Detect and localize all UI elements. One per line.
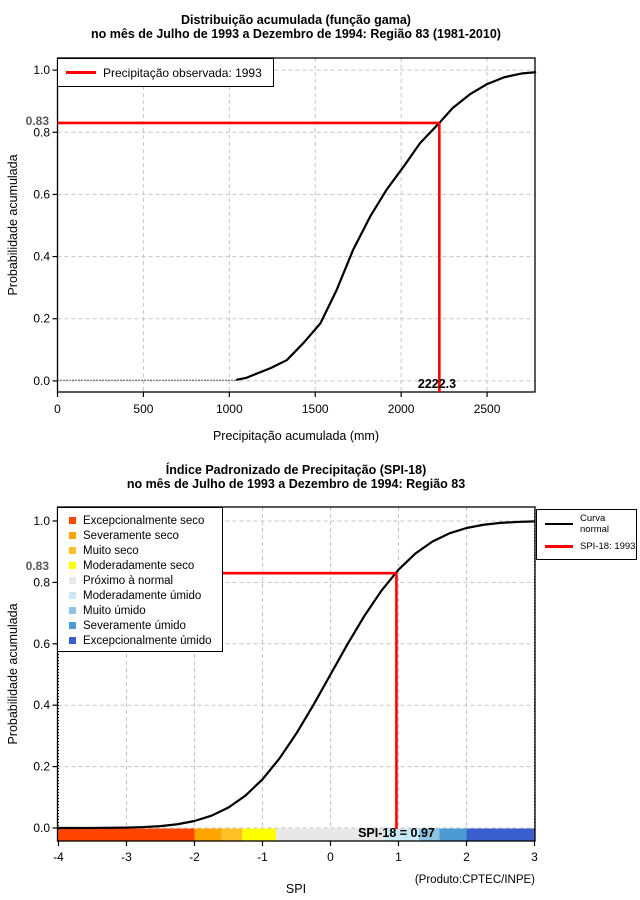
y-tick-label: 0.2 (33, 312, 50, 326)
category-bar-segment (418, 828, 440, 841)
x-tick-label: 3 (531, 850, 538, 864)
chart1-legend-label: Precipitação observada: 1993 (103, 65, 262, 80)
category-bar-segment (466, 828, 535, 841)
category-color-swatch (69, 637, 76, 644)
legend-item-proximo-a-normal: Próximo à normal (58, 573, 222, 588)
y-tick-label: 1.0 (33, 514, 50, 528)
category-label: Moderadamente seco (83, 559, 195, 572)
category-label: Próximo à normal (83, 574, 174, 587)
category-color-swatch (69, 592, 76, 599)
y-tick-label: 0.0 (33, 374, 50, 388)
normal-curve-line-sample (545, 522, 573, 526)
x-tick-label: -2 (189, 850, 200, 864)
y-tick-label: 0.2 (33, 760, 50, 774)
x-tick-label: 0 (54, 402, 61, 416)
x-tick-label: -1 (257, 850, 268, 864)
x-tick-label: -3 (121, 850, 132, 864)
chart2-subtitle: no mês de Julho de 1993 a Dezembro de 19… (126, 477, 466, 491)
chart1-x-axis-label: Precipitação acumulada (mm) (212, 429, 380, 443)
y-tick-label: 0.0 (33, 821, 50, 835)
legend-item-curva-normal: Curva normal (537, 513, 636, 535)
x-tick-label: 500 (133, 402, 153, 416)
x-tick-label: 2000 (388, 402, 415, 416)
legend-label: Curva normal (580, 513, 610, 535)
legend-item-severamente-seco: Severamente seco (58, 528, 222, 543)
legend-item-severamente-umido: Severamente úmido (58, 618, 222, 633)
y-tick-label: 0.6 (33, 187, 50, 201)
chart1-legend: Precipitação observada: 1993 (57, 58, 274, 87)
chart2-x-axis-label: SPI (285, 882, 307, 896)
chart2-title: Índice Padronizado de Precipitação (SPI-… (165, 463, 427, 477)
spi-value-annotation: SPI-18 = 0.97 (358, 826, 435, 840)
chart1-y-axis-label: Probabilidade acumulada (6, 154, 20, 296)
legend-item-excepcionalmente-seco: Excepcionalmente seco (58, 513, 222, 528)
y-tick-label: 0.6 (33, 637, 50, 651)
x-tick-label: 2500 (474, 402, 501, 416)
category-bar-segment (439, 828, 467, 841)
y-tick-label: 0.4 (33, 250, 50, 264)
chart1-x-annotation: 2222.3 (417, 377, 457, 391)
chart1-prob-annotation: 0.83 (25, 114, 49, 128)
category-color-swatch (69, 577, 76, 584)
category-bar-segment (57, 828, 195, 841)
x-tick-label: 1000 (216, 402, 243, 416)
category-color-swatch (69, 622, 76, 629)
observed-precip-line-sample (66, 71, 96, 74)
plot-box (56, 506, 536, 842)
category-color-swatch (69, 532, 76, 539)
category-label: Severamente úmido (83, 619, 186, 632)
legend-item-spi18-1993: SPI-18: 1993 (537, 541, 636, 552)
legend-item-excepcionalmente-umido: Excepcionalmente úmido (58, 633, 222, 648)
category-label: Muito úmido (83, 604, 146, 617)
y-tick-label: 0.8 (33, 575, 50, 589)
chart2-curve-legend: Curva normal SPI-18: 1993 (536, 509, 637, 560)
legend-item-moderadamente-seco: Moderadamente seco (58, 558, 222, 573)
category-color-swatch (69, 607, 76, 614)
chart2-prob-annotation: 0.83 (25, 559, 49, 573)
category-color-swatch (69, 547, 76, 554)
category-bar-segment (384, 828, 419, 841)
category-label: Muito seco (83, 544, 139, 557)
x-tick-label: 1500 (302, 402, 329, 416)
category-label: Moderadamente úmido (83, 589, 202, 602)
cdf-curve (57, 520, 536, 830)
category-bar-segment (276, 828, 385, 841)
chart1-subtitle: no mês de Julho de 1993 a Dezembro de 19… (91, 27, 501, 41)
x-tick-label: 1 (395, 850, 402, 864)
x-tick-label: 0 (327, 850, 334, 864)
spi-line-sample (545, 545, 573, 548)
category-color-swatch (69, 562, 76, 569)
category-label: Excepcionalmente úmido (83, 634, 212, 647)
category-label: Excepcionalmente seco (83, 514, 205, 527)
chart2-y-axis-label: Probabilidade acumulada (6, 603, 20, 745)
chart1-title: Distribuição acumulada (função gama) (181, 13, 411, 27)
x-tick-label: -4 (53, 850, 64, 864)
x-tick-label: 2 (463, 850, 470, 864)
y-tick-label: 0.8 (33, 125, 50, 139)
legend-item-moderadamente-umido: Moderadamente úmido (58, 588, 222, 603)
y-tick-label: 0.4 (33, 698, 50, 712)
credit-text: (Produto:CPTEC/INPE) (414, 874, 535, 886)
plot-box (56, 57, 536, 393)
y-tick-label: 1.0 (33, 63, 50, 77)
cdf-curve (235, 71, 537, 381)
category-bar-segment (221, 828, 243, 841)
chart2-category-legend: Excepcionalmente seco Severamente seco Mui… (57, 507, 223, 652)
category-bar-segment (194, 828, 222, 841)
legend-item-muito-seco: Muito seco (58, 543, 222, 558)
category-color-swatch (69, 517, 76, 524)
legend-label: SPI-18: 1993 (580, 541, 636, 552)
category-label: Severamente seco (83, 529, 179, 542)
category-bar-segment (242, 828, 277, 841)
legend-item-muito-umido: Muito úmido (58, 603, 222, 618)
